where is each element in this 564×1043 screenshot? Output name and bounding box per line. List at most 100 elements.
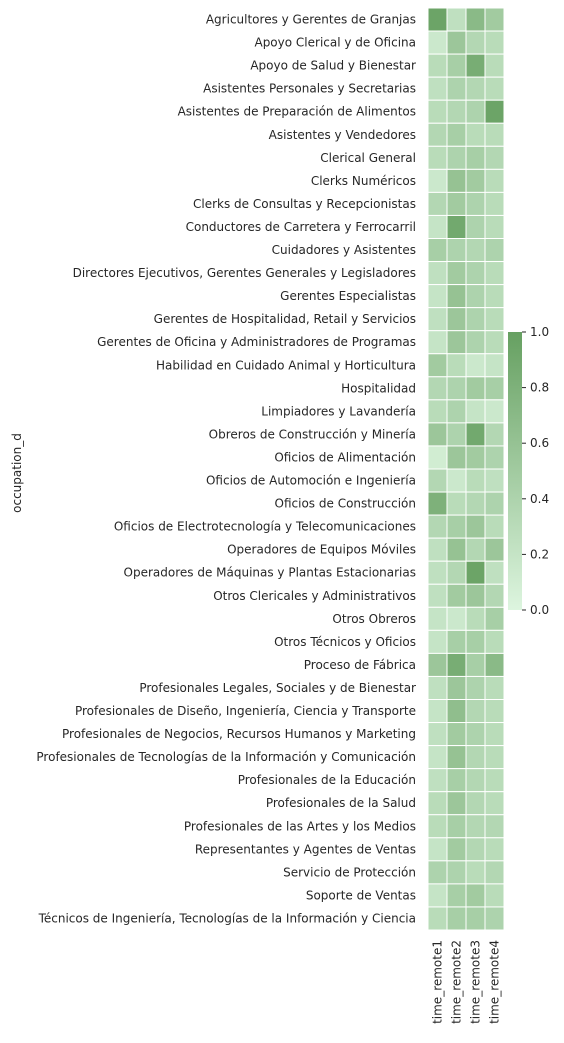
row-tick-label: Apoyo de Salud y Bienestar: [250, 59, 416, 73]
heatmap-cell: [446, 53, 467, 78]
heatmap-cell: [484, 191, 505, 216]
heatmap-cell: [427, 376, 448, 401]
heatmap-cell: [427, 814, 448, 839]
heatmap-cell: [446, 307, 467, 332]
heatmap-cell: [484, 330, 505, 355]
heatmap-cell: [484, 837, 505, 862]
row-tick-label: Gerentes de Oficina y Administradores de…: [97, 335, 416, 349]
heatmap-cell: [427, 722, 448, 747]
heatmap-cell: [465, 675, 486, 701]
row-tick-label: Hospitalidad: [341, 381, 416, 395]
column-tick-label: time_remote3: [469, 940, 483, 1024]
heatmap-cell: [427, 768, 448, 793]
heatmap-cell: [465, 7, 486, 32]
heatmap-cell: [484, 514, 505, 539]
heatmap-cell: [446, 537, 467, 562]
heatmap-cell: [446, 652, 467, 677]
heatmap-cell: [446, 791, 467, 816]
row-tick-label: Soporte de Ventas: [306, 888, 416, 902]
row-tick-label: Operadores de Equipos Móviles: [227, 543, 416, 557]
row-tick-label: Oficios de Electrotecnología y Telecomun…: [114, 520, 416, 534]
heatmap-cell: [465, 699, 486, 724]
heatmap-cell: [465, 214, 486, 239]
row-tick-label: Directores Ejecutivos, Gerentes Generale…: [73, 266, 416, 280]
row-tick-label: Otros Obreros: [332, 612, 416, 626]
heatmap-cell: [427, 30, 448, 55]
heatmap-cell: [427, 745, 448, 770]
row-tick-label: Profesionales de Negocios, Recursos Huma…: [62, 727, 416, 741]
heatmap-cell: [484, 399, 505, 424]
row-tick-label: Gerentes de Hospitalidad, Retail y Servi…: [154, 312, 416, 326]
heatmap-cell: [446, 860, 467, 885]
heatmap-cell: [465, 145, 486, 170]
heatmap-cell: [427, 53, 448, 78]
row-tick-label: Técnicos de Ingeniería, Tecnologías de l…: [38, 911, 416, 925]
row-tick-label: Habilidad en Cuidado Animal y Horticultu…: [156, 358, 416, 372]
heatmap-cell: [446, 99, 467, 124]
heatmap-cell: [446, 422, 467, 447]
row-tick-label: Profesionales de Tecnologías de la Infor…: [36, 750, 416, 764]
heatmap-cell: [446, 399, 467, 424]
colorbar-tick-label: 0.8: [530, 381, 549, 395]
row-tick-label: Agricultores y Gerentes de Granjas: [206, 13, 416, 27]
row-tick-label: Clerks Numéricos: [311, 174, 416, 188]
heatmap-cell: [465, 652, 486, 677]
heatmap-cell: [446, 814, 467, 839]
heatmap-cell: [484, 214, 505, 239]
row-labels: Agricultores y Gerentes de Granjas Apoyo …: [36, 13, 416, 926]
heatmap-cell: [446, 629, 467, 654]
heatmap-cell: [484, 883, 505, 908]
heatmap-cell: [427, 860, 448, 885]
heatmap-cell: [465, 514, 486, 539]
heatmap-cell: [465, 422, 486, 447]
heatmap-cell: [465, 791, 486, 816]
heatmap-cell: [465, 860, 486, 885]
heatmap-cell: [465, 53, 486, 78]
heatmap-cell: [484, 491, 505, 516]
heatmap-cell: [446, 76, 467, 101]
heatmap-cell: [427, 284, 448, 309]
heatmap-cell: [484, 307, 505, 332]
heatmap-cell: [484, 7, 505, 32]
heatmap-cell: [446, 583, 467, 608]
colorbar-tick-label: 0.6: [530, 436, 549, 450]
heatmap-cell: [446, 491, 467, 516]
heatmap-cell: [446, 261, 467, 286]
heatmap-cell: [484, 814, 505, 839]
heatmap-cell: [484, 30, 505, 55]
heatmap-cell: [465, 399, 486, 424]
heatmap-cell: [484, 53, 505, 78]
row-tick-label: Profesionales de las Artes y los Medios: [184, 819, 416, 833]
heatmap-cell: [427, 652, 448, 677]
colorbar-gradient: [508, 332, 522, 610]
heatmap-cell: [427, 330, 448, 355]
heatmap-cell: [446, 606, 467, 631]
row-tick-label: Asistentes y Vendedores: [269, 128, 416, 142]
heatmap-cell: [465, 76, 486, 101]
heatmap-cell: [427, 537, 448, 562]
heatmap-cell: [427, 261, 448, 286]
heatmap-cell: [465, 768, 486, 793]
heatmap-cell: [427, 837, 448, 862]
heatmap-cell: [427, 606, 448, 631]
heatmap-cell: [427, 168, 448, 193]
heatmap-cell: [465, 906, 486, 931]
column-tick-label: time_remote1: [431, 940, 445, 1024]
heatmap-cell: [465, 606, 486, 631]
heatmap-cell: [446, 560, 467, 585]
heatmap-cell: [465, 353, 486, 378]
heatmap-cell: [446, 284, 467, 309]
heatmap-cell: [427, 629, 448, 654]
heatmap-cell: [484, 652, 505, 677]
heatmap-cell: [465, 722, 486, 747]
heatmap-cell: [446, 122, 467, 147]
heatmap-cell: [427, 583, 448, 608]
heatmap-cell: [484, 860, 505, 885]
heatmap-cell: [465, 284, 486, 309]
row-tick-label: Asistentes Personales y Secretarias: [203, 82, 416, 96]
heatmap-cell: [484, 168, 505, 193]
row-tick-label: Apoyo Clerical y de Oficina: [254, 36, 416, 50]
row-tick-label: Oficios de Automoción e Ingeniería: [206, 474, 416, 488]
heatmap-cell: [427, 76, 448, 101]
